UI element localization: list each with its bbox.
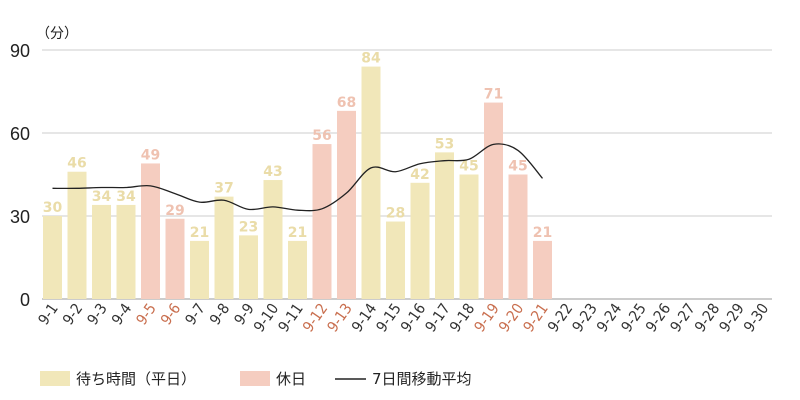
bar-9-9: [239, 235, 258, 299]
data-label-9-4: 34: [116, 189, 136, 205]
x-tick-9-5: 9-5: [132, 300, 159, 328]
x-tick-9-30: 9-30: [740, 300, 772, 335]
x-tick-9-6: 9-6: [157, 300, 184, 328]
y-tick-0: 0: [20, 290, 30, 310]
x-tick-9-12: 9-12: [299, 300, 331, 335]
bar-9-14: [361, 66, 381, 299]
bar-9-11: [288, 240, 307, 299]
data-label-9-1: 30: [43, 200, 63, 216]
bar-9-12: [312, 144, 332, 299]
data-label-9-14: 84: [361, 51, 381, 67]
bar-9-18: [459, 174, 479, 299]
x-tick-9-14: 9-14: [348, 300, 380, 335]
x-tick-9-20: 9-20: [495, 300, 527, 335]
data-label-9-5: 49: [141, 147, 160, 163]
bar-9-6: [165, 218, 185, 299]
data-label-9-2: 46: [67, 156, 86, 172]
x-tick-9-26: 9-26: [642, 300, 674, 335]
bar-9-2: [67, 171, 87, 299]
x-tick-9-4: 9-4: [108, 300, 135, 328]
data-label-9-7: 21: [190, 225, 209, 241]
data-label-9-13: 68: [337, 95, 356, 111]
x-tick-9-23: 9-23: [568, 300, 600, 335]
legend-swatch-weekday: [40, 371, 70, 386]
x-tick-9-18: 9-18: [446, 300, 478, 335]
legend-label-holiday: 休日: [276, 370, 306, 388]
x-tick-9-13: 9-13: [323, 300, 355, 335]
bar-9-8: [214, 196, 234, 299]
data-label-9-21: 21: [533, 225, 552, 241]
x-tick-9-28: 9-28: [691, 300, 723, 335]
data-label-9-12: 56: [312, 128, 331, 144]
y-unit-label: （分）: [36, 26, 78, 42]
bars: [43, 66, 552, 299]
data-label-9-15: 28: [386, 206, 405, 222]
bar-9-1: [43, 216, 62, 299]
x-tick-9-21: 9-21: [519, 300, 551, 335]
x-tick-9-1: 9-1: [34, 300, 61, 328]
bar-9-7: [190, 240, 209, 299]
x-tick-9-15: 9-15: [372, 300, 404, 335]
y-axis-ticks: 0 30 60 90: [10, 41, 30, 310]
y-tick-90: 90: [10, 41, 30, 61]
legend-label-weekday: 待ち時間（平日）: [76, 370, 196, 388]
y-tick-30: 30: [10, 207, 30, 227]
x-axis-ticks: 9-19-29-39-49-59-69-79-89-99-109-119-129…: [34, 300, 772, 335]
data-label-9-8: 37: [214, 181, 233, 197]
x-tick-9-3: 9-3: [83, 300, 110, 328]
x-tick-9-17: 9-17: [421, 300, 453, 335]
legend-swatch-holiday: [240, 371, 270, 386]
bar-9-20: [508, 174, 528, 299]
x-tick-9-29: 9-29: [715, 300, 747, 335]
bar-9-5: [141, 163, 160, 299]
x-tick-9-2: 9-2: [59, 300, 86, 328]
x-tick-9-11: 9-11: [274, 300, 306, 335]
data-label-9-11: 21: [288, 225, 307, 241]
y-tick-60: 60: [10, 124, 30, 144]
x-tick-9-22: 9-22: [544, 300, 576, 335]
data-label-9-10: 43: [263, 164, 282, 180]
x-tick-9-7: 9-7: [181, 300, 208, 328]
bar-9-16: [410, 182, 430, 299]
x-tick-9-8: 9-8: [206, 300, 233, 328]
data-label-9-9: 23: [239, 219, 258, 235]
legend-label-moving-average: 7日間移動平均: [372, 370, 472, 388]
data-label-9-6: 29: [165, 203, 184, 219]
bar-9-19: [484, 102, 503, 299]
data-label-9-19: 71: [484, 87, 503, 103]
bar-9-3: [92, 204, 111, 299]
data-label-9-17: 53: [435, 136, 454, 152]
data-label-9-20: 45: [508, 159, 527, 175]
bar-9-17: [435, 152, 454, 299]
bar-9-10: [263, 180, 283, 299]
data-label-9-18: 45: [459, 159, 478, 175]
data-labels: 30 46 34 34 49 29 21 37 23 43 21 56 68 84 28 42 53 45 71 45…: [43, 51, 552, 241]
x-tick-9-10: 9-10: [250, 300, 282, 335]
x-tick-9-27: 9-27: [666, 300, 698, 335]
bar-9-15: [386, 221, 405, 299]
x-tick-9-24: 9-24: [593, 300, 625, 335]
moving-average-line: [52, 143, 543, 212]
x-tick-9-25: 9-25: [617, 300, 649, 335]
x-tick-9-16: 9-16: [397, 300, 429, 335]
moving-average-path: [52, 143, 543, 212]
grid-lines: [42, 49, 772, 300]
legend: 待ち時間（平日） 休日 7日間移動平均: [40, 370, 472, 388]
bar-9-21: [533, 240, 552, 299]
bar-9-13: [337, 110, 356, 299]
bar-9-4: [116, 204, 136, 299]
x-tick-9-19: 9-19: [470, 300, 502, 335]
data-label-9-16: 42: [410, 167, 429, 183]
data-label-9-3: 34: [92, 189, 112, 205]
